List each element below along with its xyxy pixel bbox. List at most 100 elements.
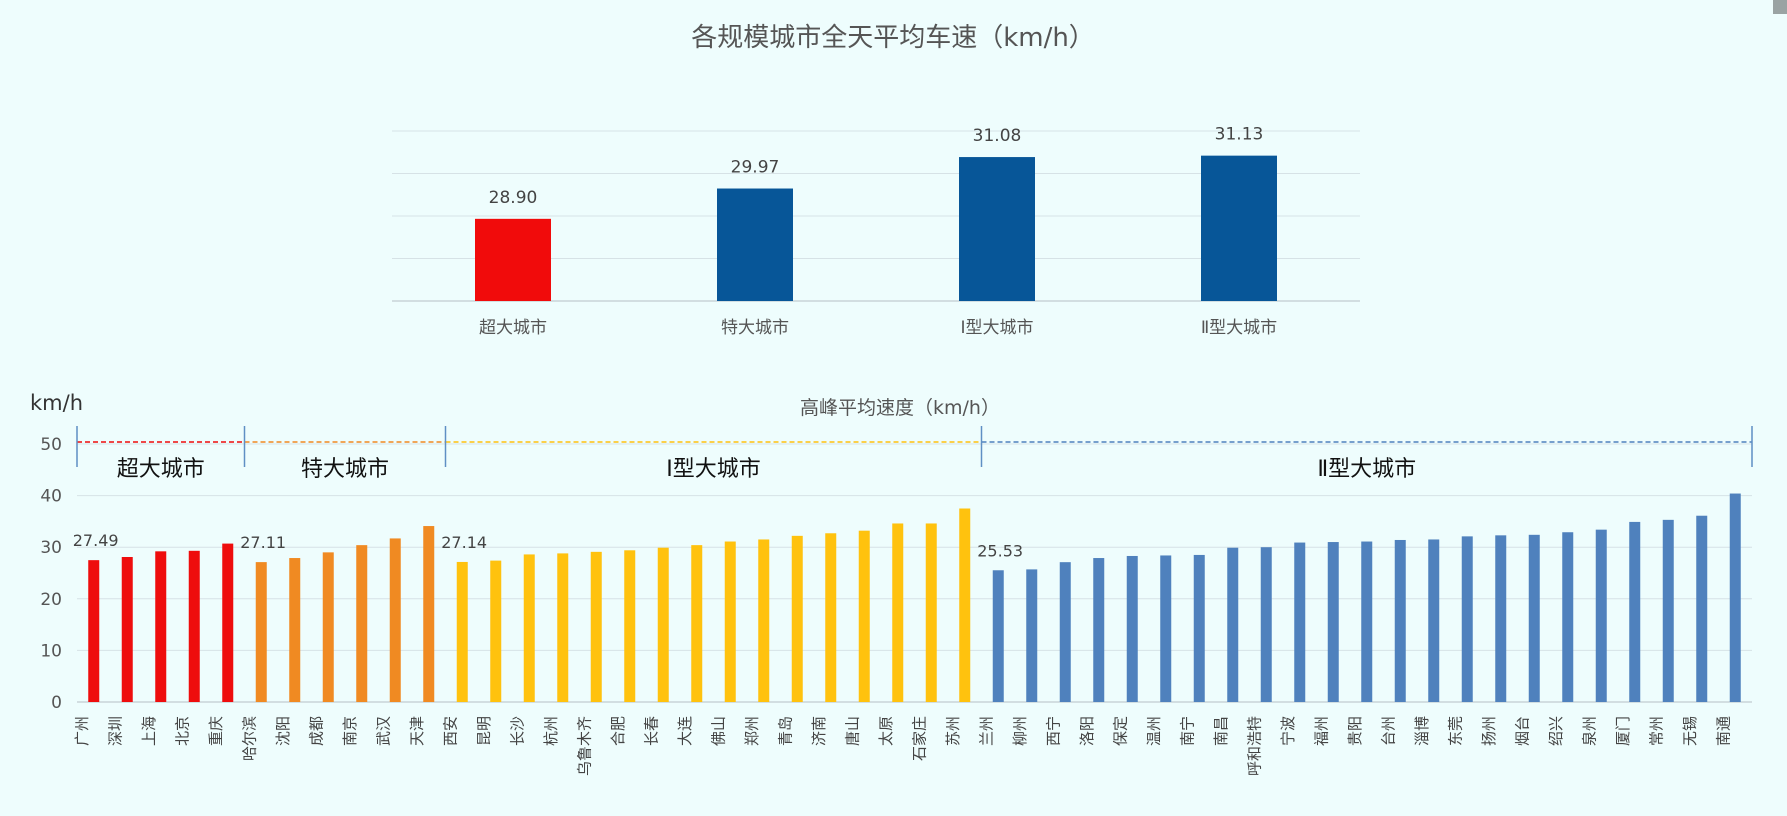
city-category-label: 台州 xyxy=(1379,716,1397,746)
city-bar xyxy=(155,551,167,702)
city-bar xyxy=(1361,541,1373,702)
city-category-label: 洛阳 xyxy=(1078,716,1096,746)
city-bar xyxy=(1260,547,1272,702)
city-category-label: 石家庄 xyxy=(910,716,928,761)
y-tick-label: 40 xyxy=(40,487,62,507)
y-tick-label: 0 xyxy=(51,693,62,713)
summary-category-label: Ⅱ型大城市 xyxy=(1201,318,1277,338)
city-category-label: 西宁 xyxy=(1044,716,1062,746)
city-bar xyxy=(624,550,636,702)
summary-data-label: 31.13 xyxy=(1215,125,1264,145)
summary-bar xyxy=(717,188,793,301)
city-category-label: 济南 xyxy=(810,716,828,746)
corner-marker xyxy=(1773,0,1787,14)
city-category-label: 长春 xyxy=(642,716,660,746)
city-category-label: 南京 xyxy=(341,716,359,746)
city-bar xyxy=(490,560,502,702)
city-category-label: 重庆 xyxy=(207,716,225,746)
city-category-label: 哈尔滨 xyxy=(240,716,258,761)
city-bar xyxy=(1428,539,1440,702)
city-data-label: 27.11 xyxy=(240,533,286,552)
summary-category-label: 超大城市 xyxy=(479,318,547,338)
city-bar xyxy=(255,562,267,702)
city-bar xyxy=(1595,529,1607,702)
city-category-label: 无锡 xyxy=(1681,716,1699,746)
group-label: Ⅰ型大城市 xyxy=(666,457,761,482)
city-bar xyxy=(758,539,770,702)
city-category-label: 福州 xyxy=(1312,716,1330,746)
city-category-label: 合肥 xyxy=(609,716,627,746)
city-bar xyxy=(1729,493,1741,702)
city-data-label: 27.49 xyxy=(73,531,119,550)
city-bar xyxy=(88,560,100,702)
city-category-label: 唐山 xyxy=(843,716,861,746)
city-category-label: 呼和浩特 xyxy=(1245,716,1263,776)
city-category-label: 保定 xyxy=(1111,716,1129,746)
city-bar xyxy=(188,550,200,702)
y-tick-label: 50 xyxy=(40,435,62,455)
city-bar xyxy=(1461,536,1473,702)
group-label: Ⅱ型大城市 xyxy=(1317,457,1416,482)
city-bar xyxy=(1160,555,1172,702)
city-category-label: 深圳 xyxy=(106,716,124,746)
city-category-label: 淄博 xyxy=(1413,716,1431,746)
city-bar xyxy=(1227,547,1239,702)
city-category-label: 成都 xyxy=(307,716,325,746)
city-category-label: 上海 xyxy=(140,716,158,746)
city-bar xyxy=(959,508,971,702)
city-category-label: 昆明 xyxy=(475,716,493,746)
city-category-label: 佛山 xyxy=(709,716,727,746)
city-bar xyxy=(557,553,569,702)
y-tick-label: 10 xyxy=(40,641,62,661)
city-category-label: 青岛 xyxy=(776,716,794,746)
city-bar xyxy=(1495,535,1507,702)
city-bar xyxy=(590,551,602,702)
city-category-label: 绍兴 xyxy=(1547,716,1565,746)
city-bar xyxy=(289,558,301,702)
y-tick-label: 20 xyxy=(40,590,62,610)
city-bar xyxy=(456,561,468,702)
city-bar xyxy=(992,570,1004,702)
city-category-label: 天津 xyxy=(408,716,426,746)
city-category-label: 北京 xyxy=(173,716,191,746)
city-category-label: 扬州 xyxy=(1480,716,1498,746)
city-category-label: 宁波 xyxy=(1279,716,1297,746)
summary-bar xyxy=(959,157,1035,301)
city-category-label: 苏州 xyxy=(944,716,962,746)
summary-bar xyxy=(1201,155,1277,301)
city-bar xyxy=(724,541,736,702)
city-category-label: 柳州 xyxy=(1011,716,1029,746)
city-category-label: 温州 xyxy=(1145,716,1163,746)
city-bar xyxy=(1093,558,1105,702)
city-bar xyxy=(356,545,368,702)
city-bar xyxy=(1662,519,1674,702)
city-bar xyxy=(1528,534,1540,702)
city-bar xyxy=(1059,562,1071,702)
city-category-label: 西安 xyxy=(441,716,459,746)
city-category-label: 大连 xyxy=(676,716,694,746)
city-bar xyxy=(691,545,703,702)
city-category-label: 长沙 xyxy=(508,716,526,746)
summary-chart-title: 各规模城市全天平均车速（km/h） xyxy=(691,23,1095,53)
city-bar xyxy=(322,552,334,702)
group-label: 超大城市 xyxy=(117,457,205,482)
city-bar xyxy=(1394,539,1406,702)
group-label: 特大城市 xyxy=(301,457,389,482)
city-category-label: 太原 xyxy=(877,716,895,746)
city-category-label: 烟台 xyxy=(1513,716,1531,746)
summary-category-label: 特大城市 xyxy=(721,318,789,338)
y-tick-label: 30 xyxy=(40,538,62,558)
city-chart-title: 高峰平均速度（km/h） xyxy=(800,397,1000,419)
city-bar xyxy=(925,523,937,702)
city-category-label: 东莞 xyxy=(1446,716,1464,746)
city-bar xyxy=(892,523,904,702)
city-bar xyxy=(389,538,401,702)
city-bar xyxy=(523,554,535,702)
summary-data-label: 29.97 xyxy=(731,158,780,178)
city-category-label: 厦门 xyxy=(1614,716,1632,746)
city-bar xyxy=(1193,554,1205,702)
summary-data-label: 31.08 xyxy=(973,126,1022,146)
city-bar xyxy=(858,530,870,702)
city-category-label: 兰州 xyxy=(977,716,995,746)
